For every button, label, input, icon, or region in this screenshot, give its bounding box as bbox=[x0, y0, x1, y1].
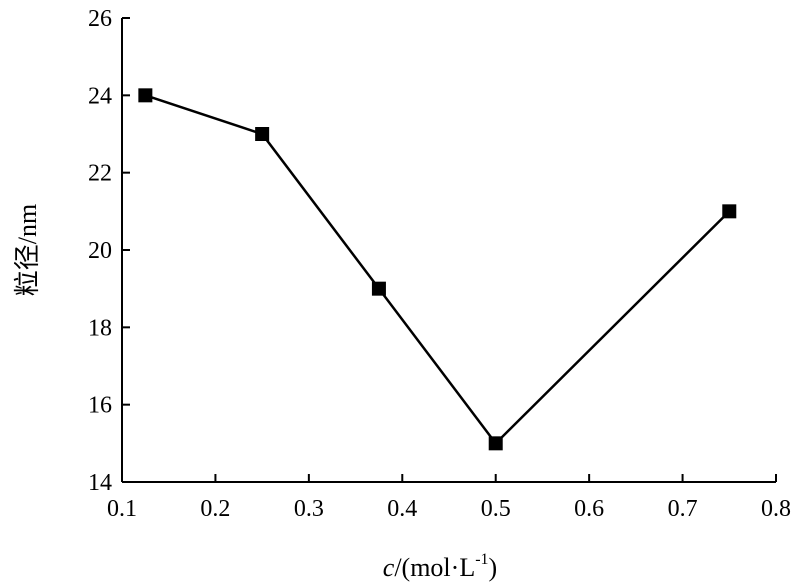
y-tick-label: 20 bbox=[88, 238, 112, 264]
x-tick-label: 0.8 bbox=[761, 496, 791, 522]
x-tick-label: 0.4 bbox=[387, 496, 417, 522]
x-tick-label: 0.3 bbox=[294, 496, 324, 522]
y-tick-label: 14 bbox=[88, 470, 112, 496]
x-tick-label: 0.7 bbox=[668, 496, 698, 522]
y-axis-label: 粒径/nm bbox=[13, 204, 42, 296]
x-tick-label: 0.2 bbox=[200, 496, 230, 522]
x-tick-label: 0.5 bbox=[481, 496, 511, 522]
y-tick-label: 18 bbox=[88, 315, 112, 341]
data-point-marker bbox=[371, 281, 386, 296]
data-point-marker bbox=[138, 88, 153, 103]
x-axis-label: c/(mol·L-1) bbox=[383, 551, 497, 582]
axes bbox=[121, 18, 776, 483]
data-point-marker bbox=[488, 436, 503, 451]
series-line bbox=[144, 94, 731, 446]
ticks: 14 16 18 20 22 24 26 0.1 0.2 0.3 0.4 0.5 0.6 0.7 0.8 bbox=[88, 6, 791, 522]
y-tick-label: 22 bbox=[88, 161, 112, 187]
data-point-marker bbox=[722, 204, 737, 219]
y-tick-label: 26 bbox=[88, 6, 112, 32]
x-axis-label-unit: /(mol·L bbox=[394, 553, 475, 582]
y-tick-label: 24 bbox=[88, 83, 112, 109]
series bbox=[138, 88, 737, 451]
x-tick-label: 0.1 bbox=[107, 496, 137, 522]
data-point-marker bbox=[255, 127, 270, 141]
x-tick-label: 0.6 bbox=[574, 496, 604, 522]
x-axis-label-close: ) bbox=[489, 553, 498, 582]
y-tick-label: 16 bbox=[88, 393, 112, 419]
x-axis-label-superscript: -1 bbox=[475, 551, 488, 568]
x-axis-label-variable: c bbox=[383, 553, 395, 582]
